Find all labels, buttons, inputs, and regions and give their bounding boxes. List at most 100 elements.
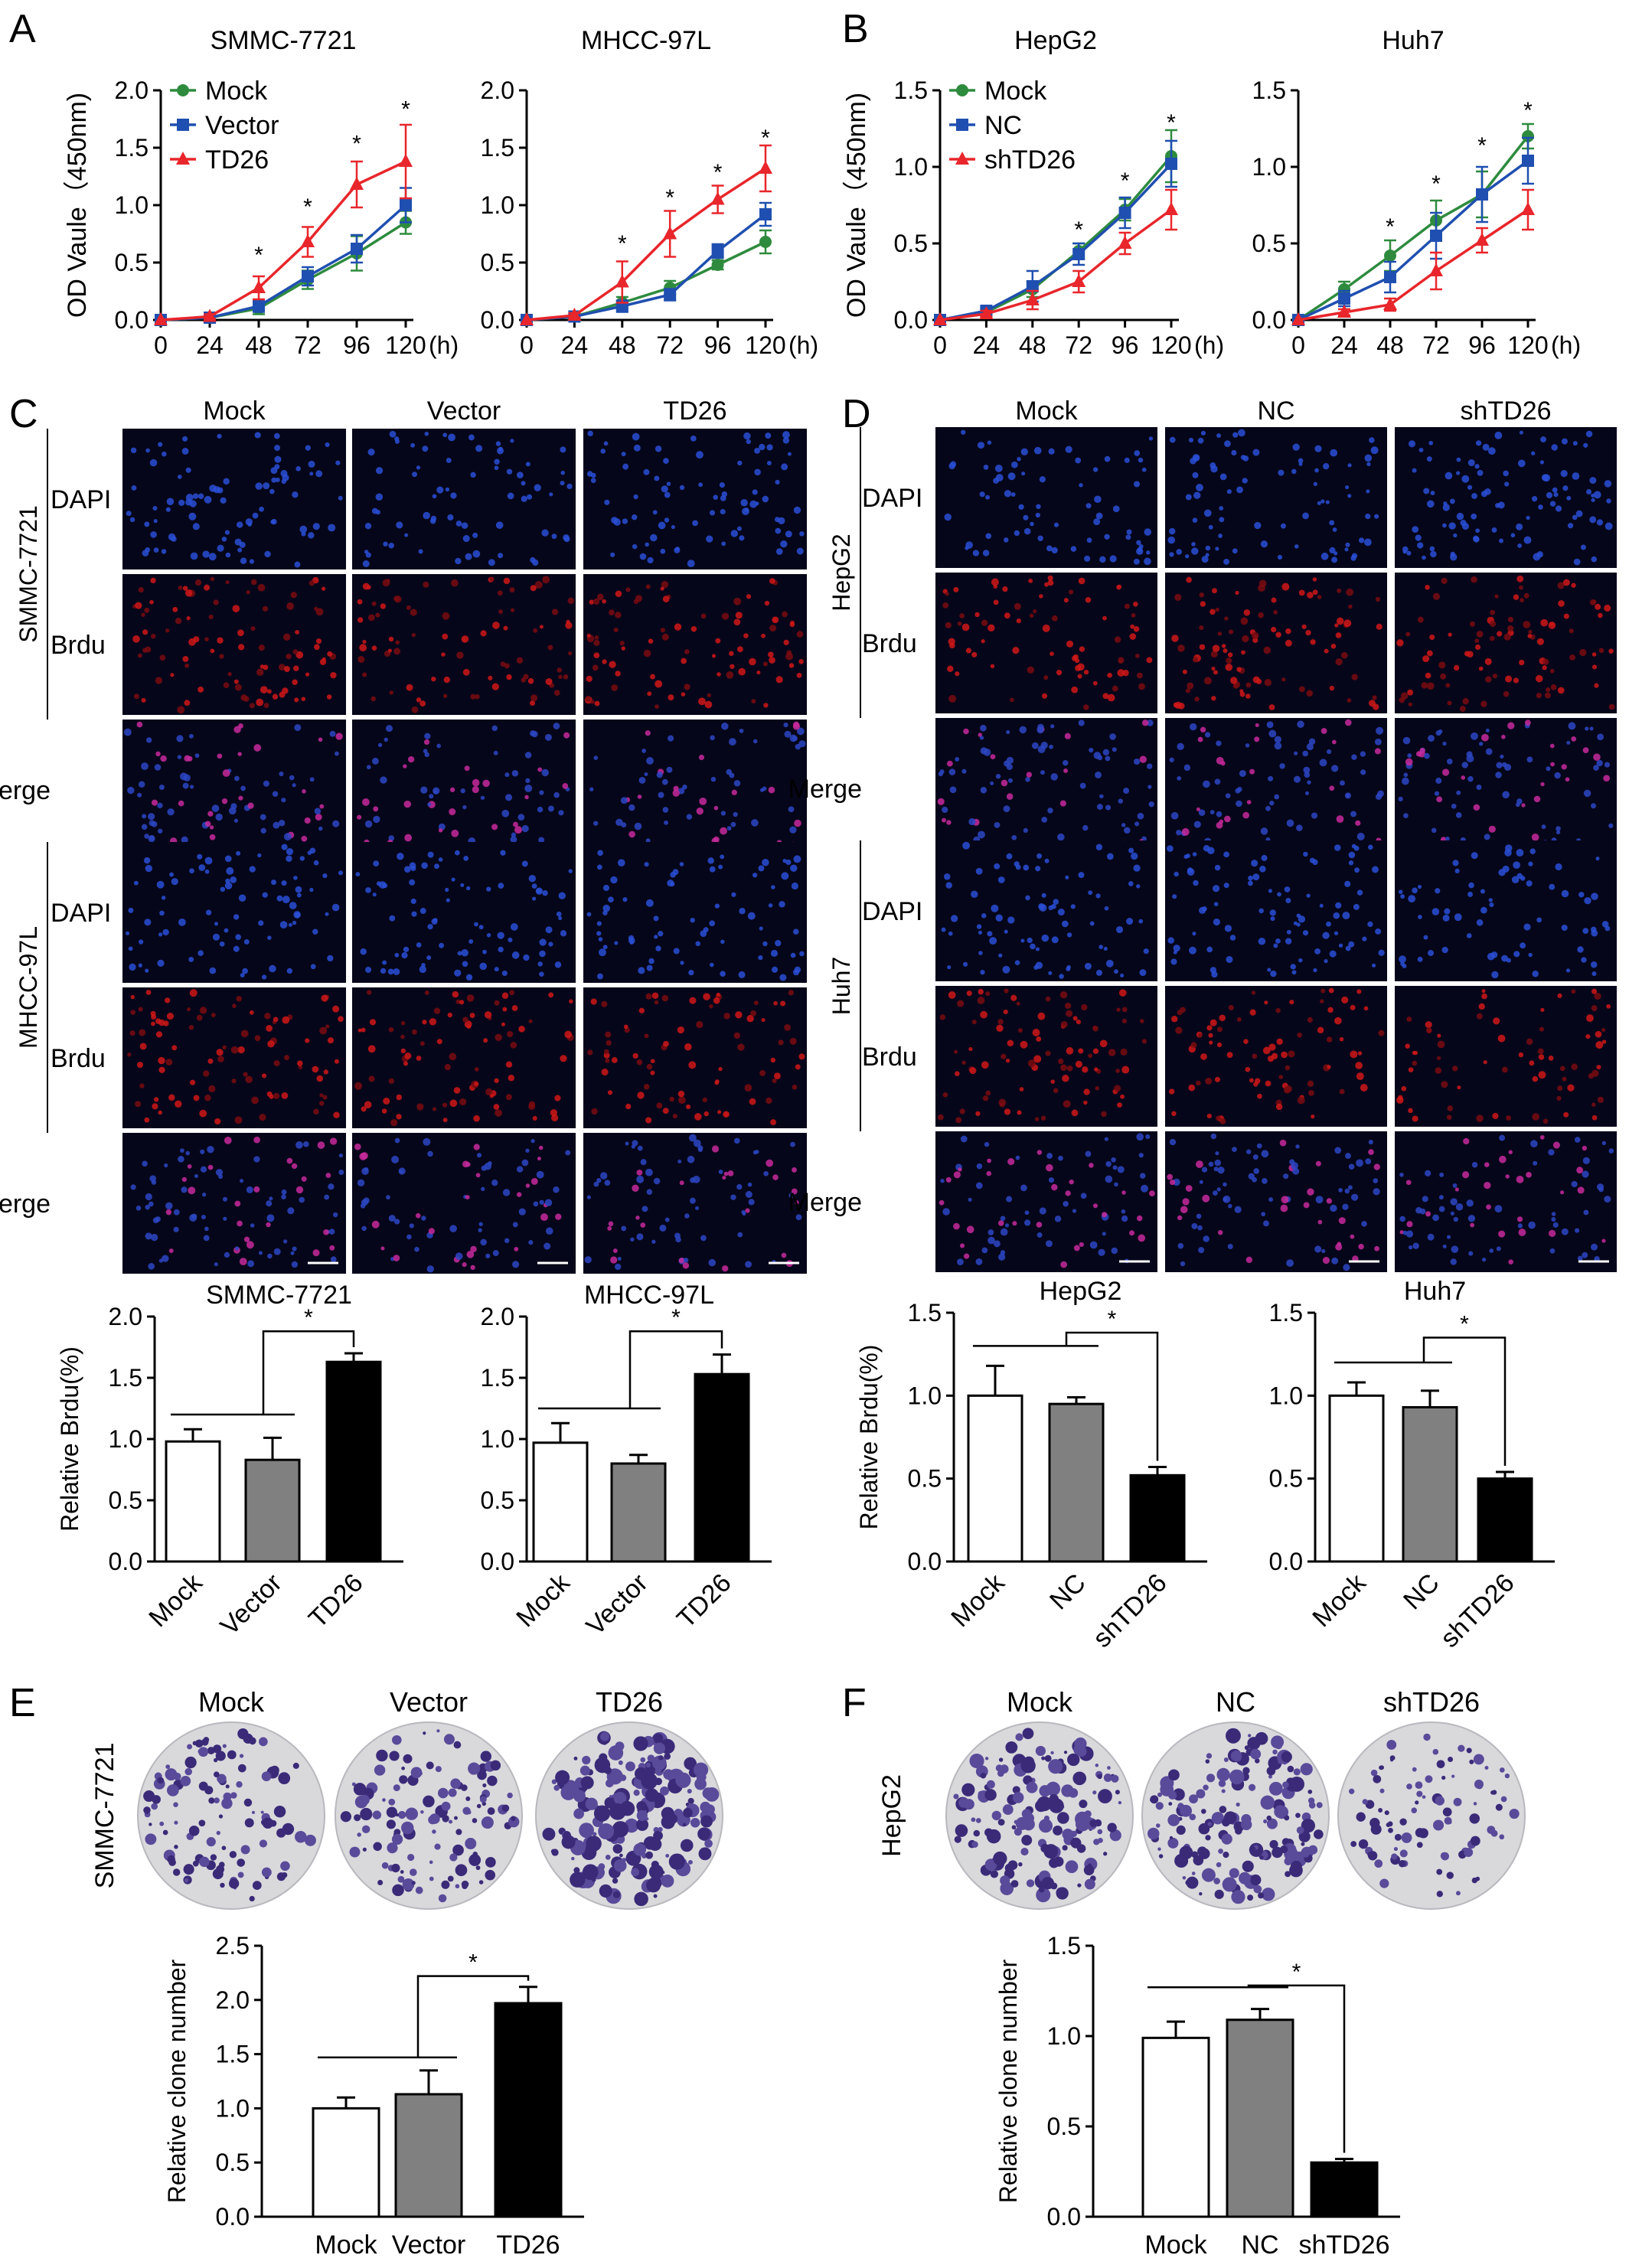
cell-nucleus [507,1031,514,1038]
cell-nucleus [791,1188,798,1195]
cell-nucleus [1440,673,1447,680]
cell-nucleus [720,827,727,835]
cell-nucleus [158,828,163,834]
cell-nucleus [1453,533,1458,538]
cell-nucleus [1263,1220,1269,1227]
cell-nucleus [472,550,481,558]
cell-nucleus [997,876,1005,883]
cell-nucleus [1210,810,1215,814]
cell-nucleus [259,1114,266,1121]
cell-nucleus [334,1059,339,1064]
cell-nucleus [1242,635,1249,643]
cell-nucleus [695,941,701,947]
cell-nucleus [181,836,188,844]
legend-item: Mock [170,77,268,106]
cell-nucleus [1249,1078,1254,1083]
cell-nucleus [224,928,229,933]
cell-nucleus [658,791,664,798]
cell-nucleus [142,648,148,653]
cell-nucleus [1192,517,1198,523]
cell-nucleus [249,559,255,564]
colony [1000,1875,1010,1886]
cell-nucleus [788,806,795,813]
cell-nucleus [733,618,741,626]
cell-nucleus [670,872,676,878]
cell-nucleus [218,1174,224,1180]
micrograph-dapi [1165,427,1387,568]
colony [481,1816,494,1829]
cell-nucleus [424,990,429,995]
cell-nucleus [650,1059,655,1064]
cell-nucleus [1450,1211,1454,1216]
cell-nucleus [1169,1138,1177,1146]
cell-nucleus [1347,698,1352,703]
colony [244,1818,254,1828]
colony [1002,1804,1014,1816]
colony [1373,1774,1382,1783]
cell-nucleus [506,674,512,680]
colony [1350,1841,1357,1847]
cell-nucleus [371,601,377,606]
cell-nucleus [377,742,383,747]
cell-nucleus [942,817,946,823]
cell-nucleus [1562,1076,1567,1082]
cell-nucleus [433,1007,441,1014]
cell-nucleus [1225,793,1231,799]
cell-nucleus [955,756,960,762]
cell-nucleus [1139,1173,1146,1179]
y-tick-label: 0.5 [894,230,928,257]
cell-nucleus [568,869,573,873]
cell-nucleus [1595,1041,1604,1049]
cell-nucleus [1425,1021,1432,1029]
cell-nucleus [1314,948,1321,955]
cell-nucleus [279,921,288,929]
cell-nucleus [234,775,240,782]
colony [261,1771,272,1782]
cell-nucleus [1035,866,1041,872]
cell-nucleus [694,1113,702,1121]
cell-nucleus [203,1235,210,1242]
cell-nucleus [771,966,779,973]
cell-nucleus [1140,1019,1144,1023]
colony [1280,1845,1288,1854]
cell-nucleus [602,599,606,604]
cell-nucleus [601,1068,609,1076]
cell-nucleus [1094,495,1102,504]
y-tick-label: 1.0 [115,191,149,219]
cell-nucleus [449,1099,458,1108]
cell-nucleus [1063,768,1069,773]
cell-nucleus [176,735,184,742]
data-point [520,312,534,325]
legend-marker [955,152,969,165]
cell-nucleus [605,1058,610,1063]
cell-nucleus [985,1090,991,1096]
cell-nucleus [594,700,600,707]
cell-nucleus [605,1031,612,1038]
colony [1301,1842,1305,1846]
data-point [1476,188,1488,201]
cell-nucleus [1515,802,1520,808]
cell-nucleus [531,883,537,889]
colony [1084,1878,1095,1890]
cell-nucleus [1222,644,1226,648]
colony [180,1775,191,1787]
colony [1111,1774,1119,1783]
cell-nucleus [1321,499,1325,504]
cell-nucleus [1004,1108,1011,1115]
cell-nucleus [731,789,737,795]
cell-nucleus [412,472,417,478]
cell-nucleus [449,808,456,816]
colony [436,1729,440,1733]
cell-nucleus [388,636,394,642]
cell-nucleus [709,510,716,516]
cell-nucleus [1373,1178,1379,1183]
cell-nucleus [1442,523,1447,528]
colony [282,1872,288,1878]
cell-nucleus [709,962,714,968]
cell-nucleus [504,772,510,778]
cell-nucleus [1560,470,1568,478]
cell-nucleus [690,626,697,632]
cell-nucleus [521,1159,529,1167]
colony [198,1747,209,1757]
cell-nucleus [1112,505,1120,513]
